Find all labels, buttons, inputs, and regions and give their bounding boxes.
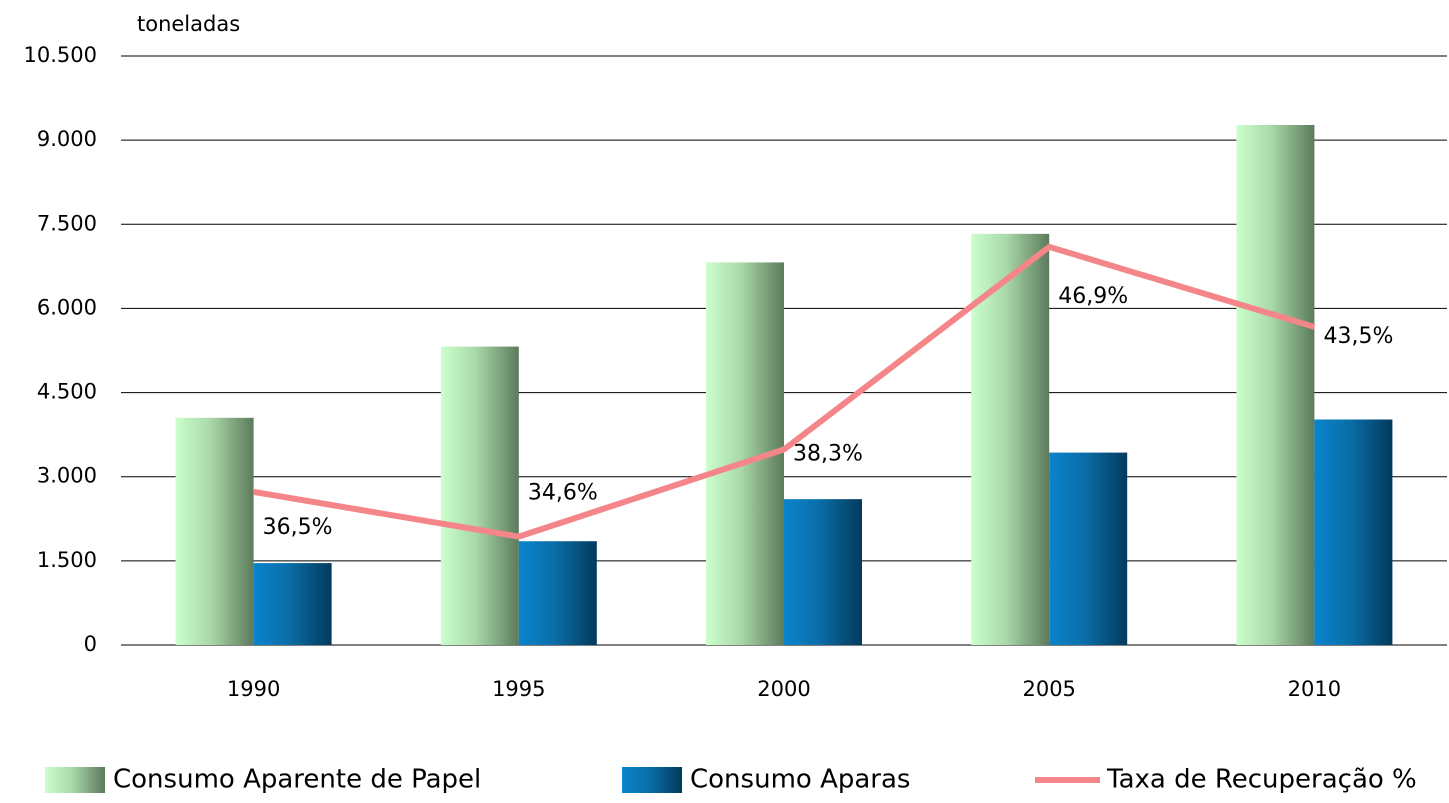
legend-swatch: [45, 767, 105, 793]
bar: [1314, 419, 1393, 645]
legend-label: Consumo Aparas: [690, 765, 910, 795]
bar: [784, 499, 862, 645]
y-tick-label: 4.500: [37, 380, 97, 404]
y-tick-label: 1.500: [37, 548, 97, 572]
bar: [518, 541, 597, 645]
y-tick-label: 0: [84, 632, 97, 656]
y-tick-label: 10.500: [24, 43, 97, 67]
bar: [253, 563, 332, 645]
x-tick-label: 1995: [492, 677, 545, 701]
x-tick-label: 2005: [1022, 677, 1075, 701]
y-tick-label: 7.500: [37, 211, 97, 235]
line-series: [253, 243, 1316, 540]
bar: [175, 417, 254, 645]
x-tick-label: 2010: [1288, 677, 1341, 701]
y-tick-label: 6.000: [37, 295, 97, 319]
y-axis-label: toneladas: [137, 12, 240, 36]
data-label: 43,5%: [1323, 324, 1393, 349]
y-tick-label: 3.000: [37, 464, 97, 488]
x-tick-label: 2000: [757, 677, 810, 701]
data-label: 34,6%: [528, 481, 598, 506]
data-label: 38,3%: [793, 441, 863, 466]
x-tick-label: 1990: [227, 677, 280, 701]
bar: [1049, 452, 1128, 645]
bar: [440, 346, 519, 645]
legend-label: Taxa de Recuperação %: [1106, 765, 1417, 795]
data-label: 36,5%: [263, 515, 333, 540]
data-label: 46,9%: [1058, 284, 1128, 309]
y-tick-label: 9.000: [37, 127, 97, 151]
legend-label: Consumo Aparente de Papel: [113, 765, 481, 795]
bar: [971, 233, 1050, 645]
bar: [1236, 124, 1315, 646]
legend-swatch: [622, 767, 682, 793]
